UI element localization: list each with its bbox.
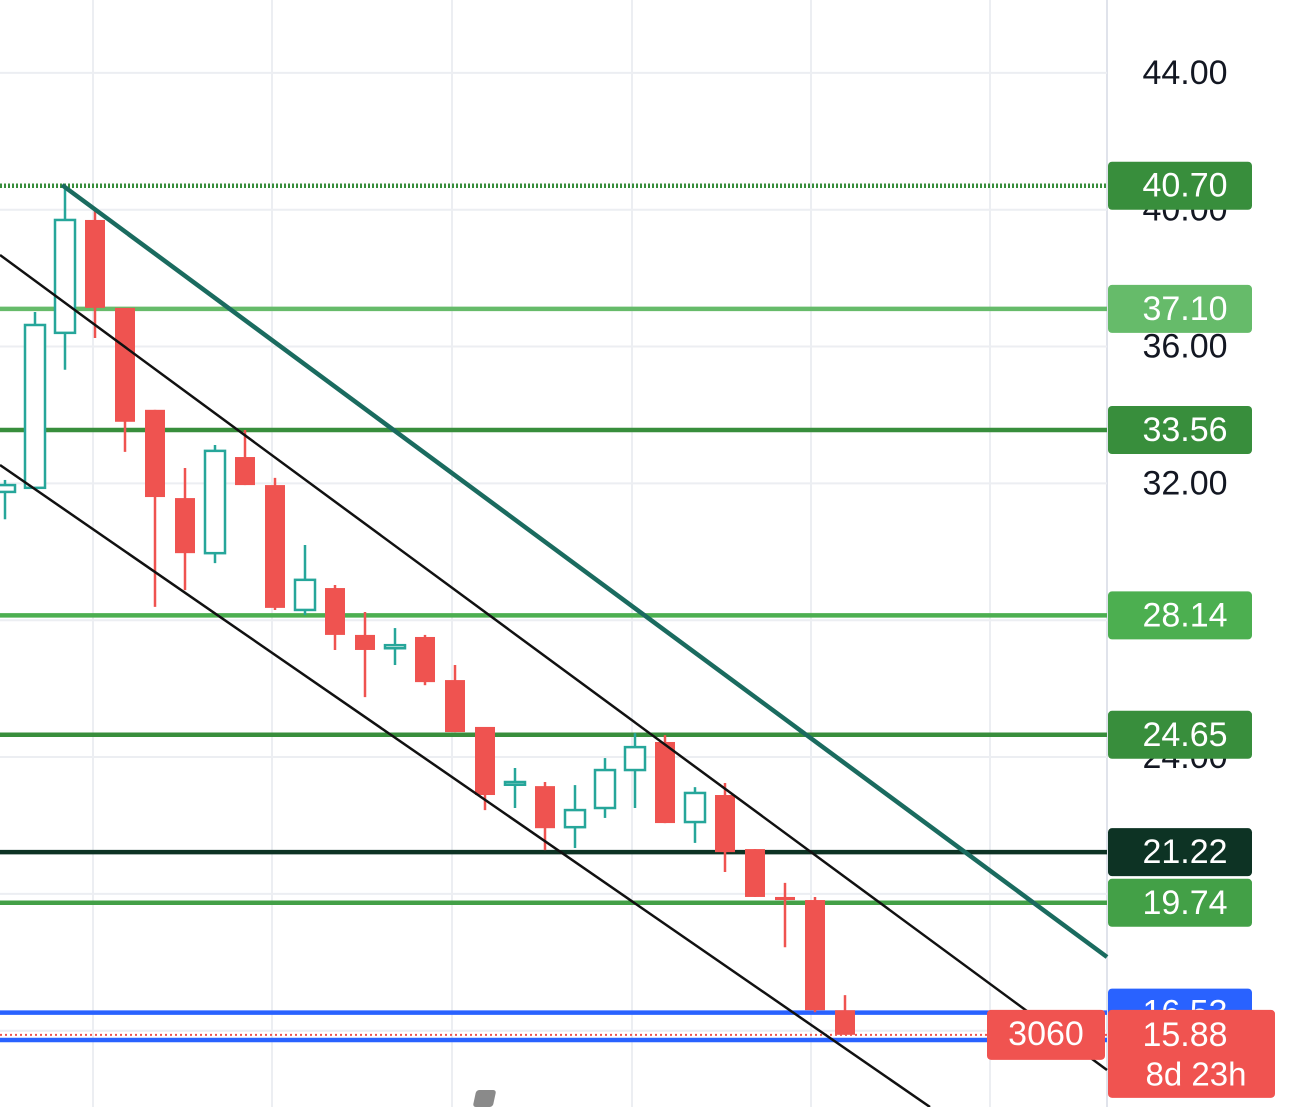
last-price-label: 15.88: [1142, 1016, 1227, 1054]
level-label: 40.70: [1142, 167, 1227, 205]
level-label-box: [1108, 406, 1252, 455]
level-label-box: [1108, 710, 1252, 759]
candle-body: [415, 636, 435, 683]
candle-body: [503, 780, 527, 787]
candle-body: [683, 791, 707, 824]
candle-body: [175, 498, 195, 554]
candle-body: [623, 745, 647, 772]
candle-body: [85, 219, 105, 308]
candle-body: [203, 449, 227, 555]
level-label: 19.74: [1142, 884, 1227, 922]
channel-line: [0, 463, 931, 1107]
tag-label: 3060: [1008, 1015, 1084, 1053]
candle-body: [0, 483, 17, 494]
candle-body: [445, 680, 465, 733]
candle-body: [115, 307, 135, 422]
tag-box: [987, 1009, 1105, 1060]
candle-body: [745, 849, 765, 897]
cursor-icon: [473, 1090, 496, 1107]
y-tick-label: 32.00: [1142, 464, 1227, 502]
level-label-box: [1108, 284, 1252, 333]
candle-body: [145, 409, 165, 498]
candle-body: [835, 1010, 855, 1035]
level-label: 33.56: [1142, 411, 1227, 449]
level-label: 28.14: [1142, 596, 1227, 634]
time-grid: [92, 0, 991, 1107]
candle-body: [715, 795, 735, 853]
candle-body: [593, 768, 617, 810]
countdown-label: 8d 23h: [1146, 1056, 1247, 1093]
y-tick-label: 44.00: [1142, 54, 1227, 92]
level-label-box: [1108, 161, 1252, 210]
candle-body: [325, 588, 345, 635]
trend-line: [60, 183, 1109, 959]
candle-body: [535, 786, 555, 829]
candle-body: [383, 643, 407, 650]
candle-body: [775, 896, 795, 901]
last-price-box: [1108, 1009, 1275, 1098]
level-label: 37.10: [1142, 290, 1227, 328]
level-label: 24.65: [1142, 716, 1227, 754]
channel-line: [0, 253, 1108, 1072]
candle-body: [265, 485, 285, 608]
candle-body: [23, 323, 47, 490]
level-label: 21.22: [1142, 833, 1227, 871]
candle-body: [563, 808, 587, 829]
candle-body: [475, 726, 495, 796]
level-label-box: [1108, 591, 1252, 640]
candle-body: [355, 634, 375, 650]
candle-body: [53, 218, 77, 335]
level-label-box: [1108, 878, 1252, 927]
y-tick-label: 36.00: [1142, 328, 1227, 366]
candle-body: [293, 578, 317, 612]
candle-body: [655, 741, 675, 824]
candle-body: [235, 457, 255, 486]
candle-body: [805, 900, 825, 1011]
level-label-box: [1108, 828, 1252, 877]
